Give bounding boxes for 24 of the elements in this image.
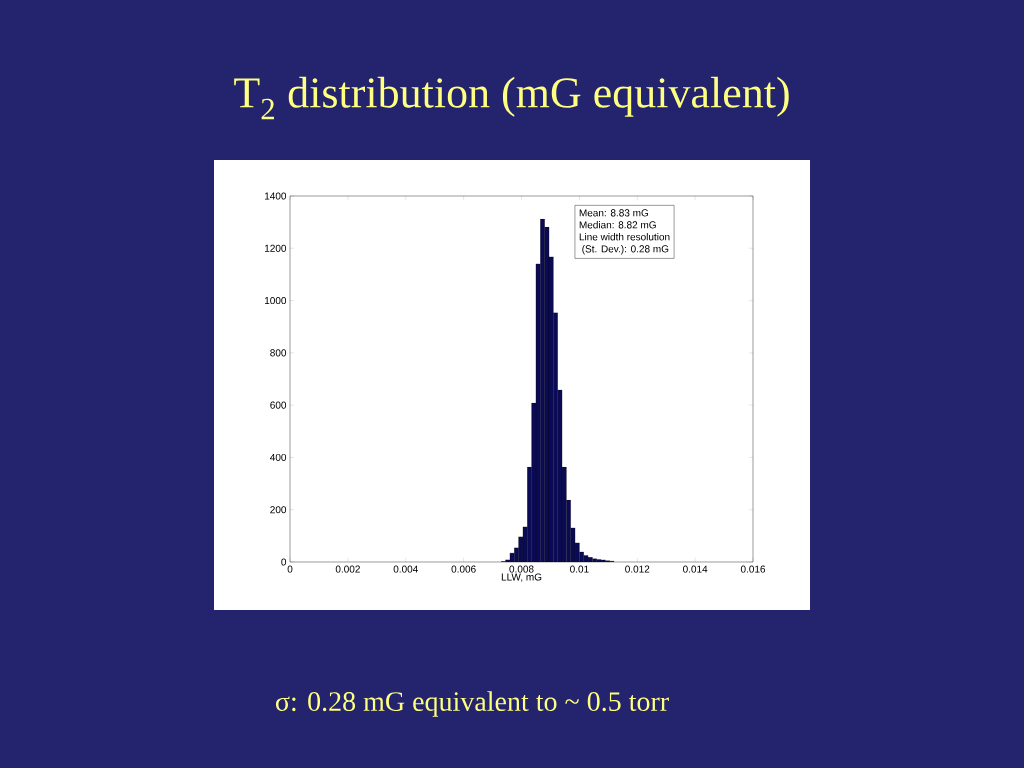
annotation: Mean: 8.83 mG	[579, 209, 649, 217]
y-tick-label: 600	[270, 401, 287, 409]
annotation: (St. Dev.): 0.28 mG	[582, 245, 669, 255]
x-tick-label: 0.004	[393, 565, 418, 573]
y-tick-label: 1200	[264, 244, 287, 252]
y-tick-label: 1000	[264, 297, 287, 305]
chart-title: T$_{2}$ distribution (mG equivalent)	[234, 76, 789, 120]
y-tick-label: 1400	[264, 192, 287, 200]
text: σ: 0.28 mG equivalent to ~ 0.5 torr	[275, 691, 669, 717]
x-tick-label: 0	[287, 565, 293, 573]
x-tick-label: 0.012	[625, 565, 650, 573]
x-tick-label: 0.01	[570, 565, 589, 573]
x-axis-title: LLW, mG	[501, 573, 542, 582]
y-tick-label: 0	[281, 558, 287, 566]
x-tick-label: 0.006	[451, 565, 476, 573]
x-tick-label: 0.008	[509, 565, 534, 573]
y-tick-label: 800	[270, 349, 287, 357]
x-tick-label: 0.002	[335, 565, 360, 573]
x-tick-label: 0.016	[740, 565, 766, 573]
y-tick-label: 200	[270, 506, 287, 514]
annotation: Line width resolution	[579, 233, 670, 241]
y-tick-label: 400	[270, 453, 287, 461]
annotation: Median: 8.82 mG	[579, 221, 656, 229]
x-tick-label: 0.014	[683, 565, 708, 573]
